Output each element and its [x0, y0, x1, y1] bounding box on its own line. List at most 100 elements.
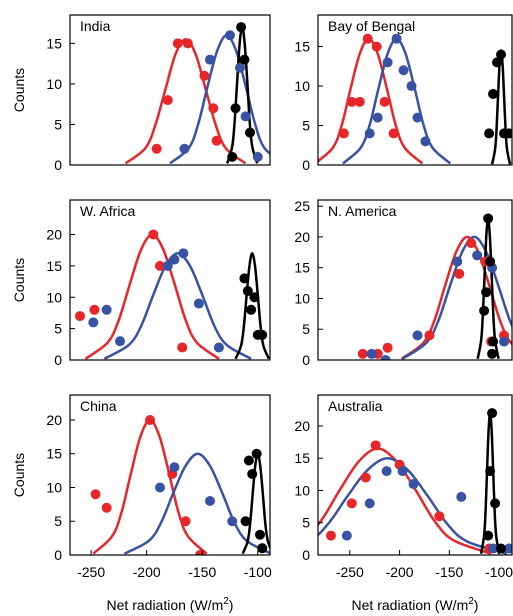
panel: 0 5 10 15 20 W. Africa Counts [11, 199, 271, 368]
x-axis-label-sup: 2 [468, 596, 474, 607]
data-point [371, 41, 382, 52]
data-point [239, 54, 250, 65]
x-tick-label: -250 [336, 564, 364, 580]
data-point [225, 30, 235, 41]
data-point [487, 348, 498, 359]
data-point [360, 472, 371, 483]
data-point [481, 287, 492, 298]
axes-frame [317, 14, 513, 166]
panel-title: N. America [328, 203, 397, 219]
data-point [162, 95, 173, 106]
y-tick-label: 0 [54, 547, 62, 563]
data-point [479, 305, 490, 316]
data-point [420, 136, 431, 147]
y-tick-label: 20 [46, 227, 62, 243]
data-point [236, 22, 247, 33]
fit-line [490, 49, 512, 165]
x-tick-label: -250 [77, 564, 105, 580]
data-point [180, 516, 191, 527]
data-point [487, 408, 498, 419]
y-tick-label: 0 [54, 157, 62, 173]
data-point [408, 479, 419, 490]
plot-area [90, 414, 270, 555]
x-axis-label: Net radiation (W/m2) [107, 596, 234, 613]
data-point [388, 128, 399, 139]
y-tick-label: 0 [302, 157, 310, 173]
x-tick-label: -200 [386, 564, 414, 580]
data-point [247, 468, 258, 479]
data-point [115, 336, 125, 347]
data-point [325, 530, 336, 541]
y-axis-label: Counts [11, 453, 27, 497]
axes-frame [69, 199, 271, 361]
panel-title: Australia [328, 398, 383, 414]
axes-frame [69, 394, 271, 556]
x-axis-label-sup: 2 [223, 596, 229, 607]
panel: 0 5 10 15 20 25 N. America [294, 198, 513, 368]
y-axis-label: Counts [11, 258, 27, 302]
data-point [346, 498, 357, 509]
data-point [454, 268, 465, 279]
data-point [341, 530, 352, 541]
data-point [90, 489, 101, 500]
data-point [172, 38, 183, 49]
fit-line [226, 25, 259, 164]
data-point [257, 543, 268, 554]
y-tick-label: 0 [302, 352, 310, 368]
data-point [382, 57, 393, 68]
data-point [397, 466, 408, 477]
x-tick-label: -150 [435, 564, 463, 580]
data-point [205, 54, 215, 65]
data-point [496, 543, 507, 554]
data-point [496, 49, 507, 60]
data-point [101, 502, 112, 513]
data-point [412, 112, 423, 123]
data-point [245, 127, 255, 138]
data-point [155, 482, 165, 493]
data-point [240, 111, 251, 122]
data-point [372, 112, 383, 123]
y-tick-label: 20 [294, 418, 310, 434]
y-tick-label: 10 [294, 78, 310, 94]
data-point [240, 516, 251, 527]
data-point [235, 62, 245, 73]
panel: 0 5 10 15 20 -250 -200 -150 -100 China Counts Net r… [11, 394, 272, 613]
data-point [162, 260, 173, 271]
data-point [485, 466, 496, 477]
data-point [492, 57, 503, 68]
y-tick-label: 5 [54, 321, 62, 337]
x-axis-label-text: Net radiation (W/m [107, 597, 224, 613]
panel-title: India [80, 18, 111, 34]
data-point [434, 511, 445, 522]
plot-area [357, 213, 512, 360]
data-point [205, 495, 215, 506]
x-tick-label: -150 [188, 564, 216, 580]
fit-line [169, 34, 270, 165]
data-point [398, 65, 409, 76]
data-point [490, 498, 501, 509]
y-tick-label: 10 [46, 76, 62, 92]
data-point [382, 342, 393, 353]
data-point [199, 70, 210, 81]
data-point [483, 530, 494, 541]
data-point [227, 151, 238, 162]
y-tick-label: 15 [46, 35, 62, 51]
x-axis-label-end: ) [229, 597, 234, 613]
panel: 0 5 10 15 20 -250 -200 -150 -100 Australia Net rad… [294, 394, 513, 613]
x-tick-label: -200 [133, 564, 161, 580]
panel: 0 5 10 15 India Counts [11, 14, 271, 173]
data-point [366, 348, 377, 359]
fit-line [400, 235, 512, 360]
y-tick-label: 20 [46, 412, 62, 428]
y-tick-label: 5 [54, 513, 62, 529]
data-point [456, 491, 467, 502]
y-tick-label: 10 [294, 290, 310, 306]
y-tick-label: 10 [294, 482, 310, 498]
plot-area [124, 22, 270, 165]
data-point [362, 33, 373, 44]
data-point [370, 440, 381, 451]
y-tick-label: 5 [54, 116, 62, 132]
data-point [148, 229, 159, 240]
fit-line [92, 418, 208, 555]
data-point [169, 254, 180, 265]
